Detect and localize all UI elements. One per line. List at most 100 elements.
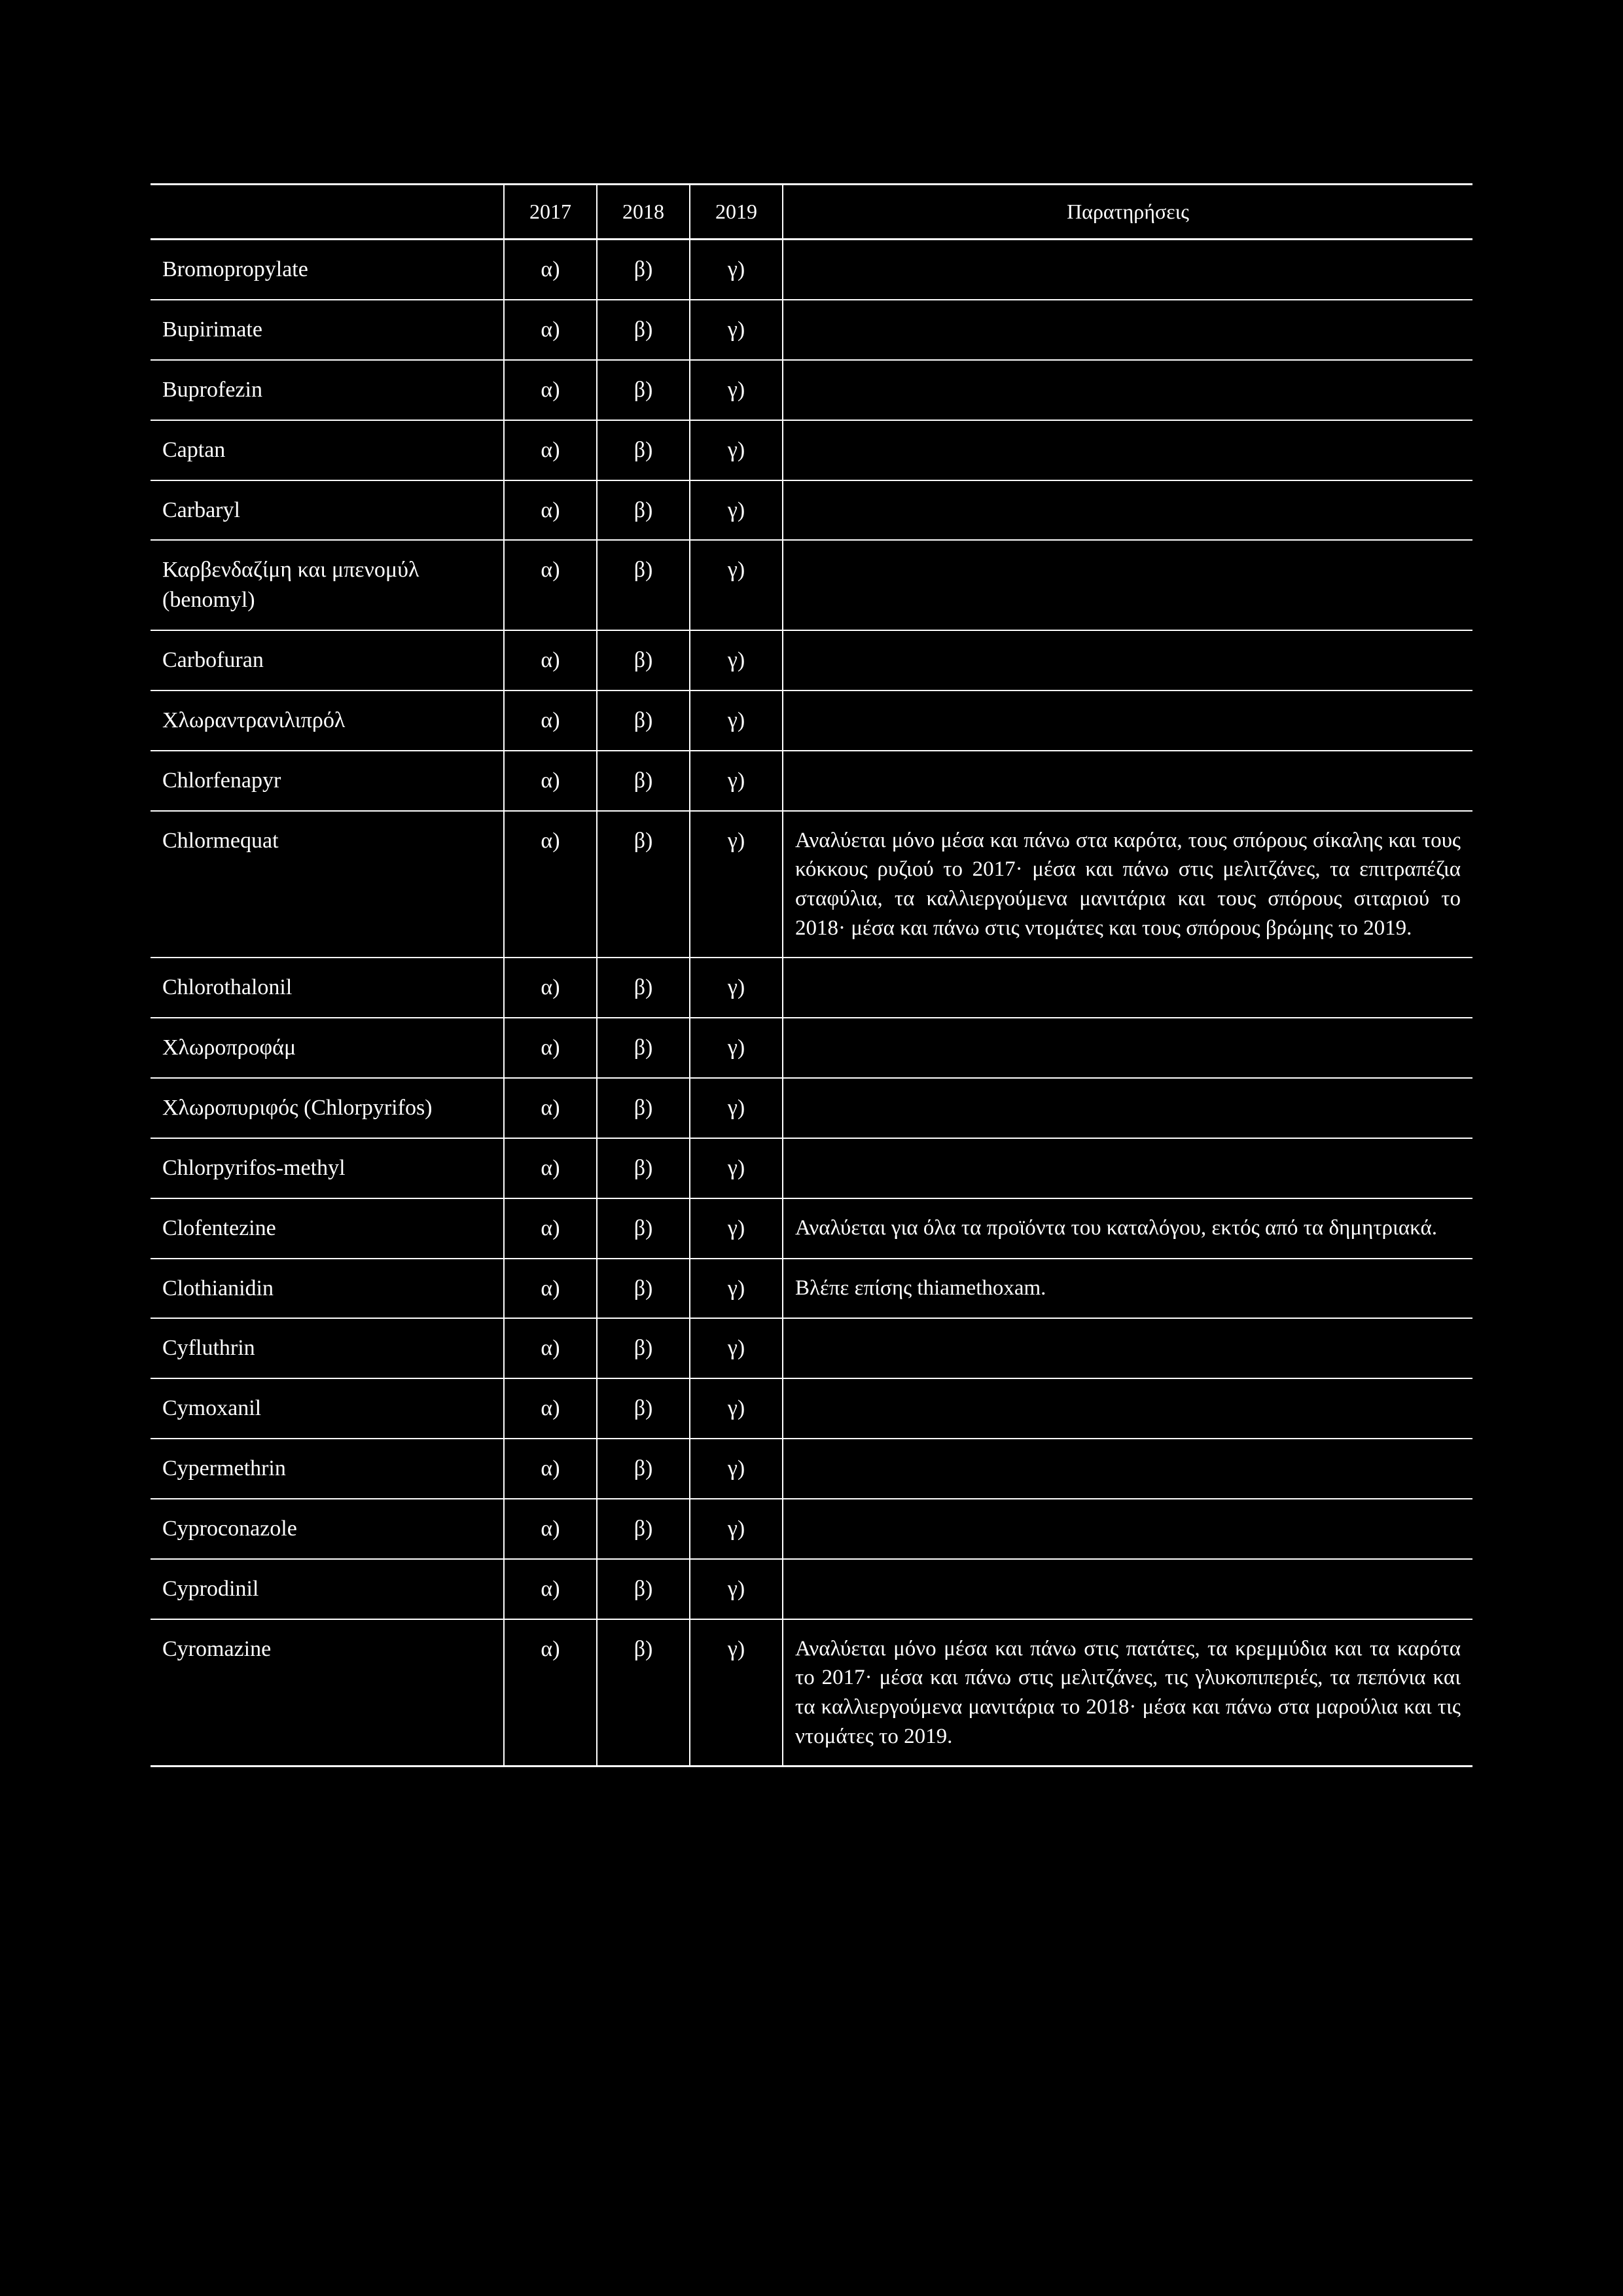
cell-y2017: α) xyxy=(504,1378,597,1439)
cell-y2019: γ) xyxy=(690,691,783,751)
table-row: Chlormequatα)β)γ)Αναλύεται μόνο μέσα και… xyxy=(151,811,1472,958)
table-row: Καρβενδαζίμη και μπενομύλ (benomyl)α)β)γ… xyxy=(151,540,1472,630)
cell-y2017: α) xyxy=(504,751,597,811)
cell-y2018: β) xyxy=(597,751,690,811)
cell-y2017: α) xyxy=(504,1138,597,1198)
cell-y2017: α) xyxy=(504,630,597,691)
table-row: Clothianidinα)β)γ)Βλέπε επίσης thiametho… xyxy=(151,1259,1472,1319)
table-row: Cyprodinilα)β)γ) xyxy=(151,1559,1472,1619)
table-row: Cyproconazoleα)β)γ) xyxy=(151,1499,1472,1559)
cell-y2017: α) xyxy=(504,1018,597,1078)
table-row: Cyfluthrinα)β)γ) xyxy=(151,1318,1472,1378)
cell-y2018: β) xyxy=(597,1198,690,1259)
cell-y2017: α) xyxy=(504,420,597,480)
cell-y2018: β) xyxy=(597,1559,690,1619)
cell-y2019: γ) xyxy=(690,1499,783,1559)
table-row: Χλωροπυριφός (Chlorpyrifos)α)β)γ) xyxy=(151,1078,1472,1138)
table-row: Cyromazineα)β)γ)Αναλύεται μόνο μέσα και … xyxy=(151,1619,1472,1767)
cell-y2017: α) xyxy=(504,691,597,751)
cell-name: Χλωραντρανιλιπρόλ xyxy=(151,691,504,751)
cell-name: Clofentezine xyxy=(151,1198,504,1259)
table-row: Χλωραντρανιλιπρόλα)β)γ) xyxy=(151,691,1472,751)
cell-notes xyxy=(783,240,1472,300)
cell-y2019: γ) xyxy=(690,1439,783,1499)
cell-y2018: β) xyxy=(597,240,690,300)
cell-name: Cyprodinil xyxy=(151,1559,504,1619)
cell-y2019: γ) xyxy=(690,1259,783,1319)
cell-y2017: α) xyxy=(504,300,597,360)
cell-y2017: α) xyxy=(504,540,597,630)
cell-y2018: β) xyxy=(597,1018,690,1078)
cell-notes xyxy=(783,480,1472,541)
cell-name: Bupirimate xyxy=(151,300,504,360)
col-head-2017: 2017 xyxy=(504,185,597,240)
cell-notes xyxy=(783,1439,1472,1499)
cell-y2018: β) xyxy=(597,420,690,480)
table-row: Cymoxanilα)β)γ) xyxy=(151,1378,1472,1439)
cell-y2019: γ) xyxy=(690,480,783,541)
table-row: Buprofezinα)β)γ) xyxy=(151,360,1472,420)
cell-y2018: β) xyxy=(597,480,690,541)
col-head-name xyxy=(151,185,504,240)
cell-y2018: β) xyxy=(597,691,690,751)
cell-y2018: β) xyxy=(597,1499,690,1559)
table-row: Carbarylα)β)γ) xyxy=(151,480,1472,541)
cell-notes: Βλέπε επίσης thiamethoxam. xyxy=(783,1259,1472,1319)
table-body: Bromopropylateα)β)γ)Bupirimateα)β)γ)Bupr… xyxy=(151,240,1472,1767)
cell-name: Carbofuran xyxy=(151,630,504,691)
cell-name: Carbaryl xyxy=(151,480,504,541)
cell-y2019: γ) xyxy=(690,1018,783,1078)
cell-y2019: γ) xyxy=(690,811,783,958)
cell-name: Χλωροπροφάμ xyxy=(151,1018,504,1078)
cell-y2019: γ) xyxy=(690,300,783,360)
cell-y2019: γ) xyxy=(690,751,783,811)
cell-notes xyxy=(783,540,1472,630)
cell-name: Cymoxanil xyxy=(151,1378,504,1439)
cell-notes xyxy=(783,1138,1472,1198)
cell-name: Cyromazine xyxy=(151,1619,504,1767)
col-head-2018: 2018 xyxy=(597,185,690,240)
cell-y2019: γ) xyxy=(690,420,783,480)
page-container: 2017 2018 2019 Παρατηρήσεις Bromopropyla… xyxy=(0,0,1623,1767)
table-row: Chlorfenapyrα)β)γ) xyxy=(151,751,1472,811)
cell-y2019: γ) xyxy=(690,1378,783,1439)
table-row: Chlorpyrifos-methylα)β)γ) xyxy=(151,1138,1472,1198)
cell-y2018: β) xyxy=(597,1259,690,1319)
cell-notes xyxy=(783,300,1472,360)
table-row: Bupirimateα)β)γ) xyxy=(151,300,1472,360)
cell-y2017: α) xyxy=(504,1439,597,1499)
cell-notes xyxy=(783,1378,1472,1439)
cell-y2018: β) xyxy=(597,811,690,958)
cell-y2018: β) xyxy=(597,1378,690,1439)
cell-y2017: α) xyxy=(504,1619,597,1767)
cell-y2018: β) xyxy=(597,360,690,420)
cell-y2017: α) xyxy=(504,240,597,300)
pesticide-table: 2017 2018 2019 Παρατηρήσεις Bromopropyla… xyxy=(151,183,1472,1767)
cell-notes xyxy=(783,1318,1472,1378)
cell-name: Χλωροπυριφός (Chlorpyrifos) xyxy=(151,1078,504,1138)
cell-name: Καρβενδαζίμη και μπενομύλ (benomyl) xyxy=(151,540,504,630)
cell-y2017: α) xyxy=(504,1318,597,1378)
col-head-notes: Παρατηρήσεις xyxy=(783,185,1472,240)
cell-y2019: γ) xyxy=(690,240,783,300)
cell-notes xyxy=(783,751,1472,811)
cell-y2018: β) xyxy=(597,1318,690,1378)
cell-notes: Αναλύεται μόνο μέσα και πάνω στις πατάτε… xyxy=(783,1619,1472,1767)
cell-y2018: β) xyxy=(597,1078,690,1138)
cell-notes xyxy=(783,420,1472,480)
table-header: 2017 2018 2019 Παρατηρήσεις xyxy=(151,185,1472,240)
cell-notes xyxy=(783,360,1472,420)
cell-notes xyxy=(783,630,1472,691)
table-row: Captanα)β)γ) xyxy=(151,420,1472,480)
cell-y2018: β) xyxy=(597,1138,690,1198)
cell-name: Chlormequat xyxy=(151,811,504,958)
cell-notes: Αναλύεται για όλα τα προϊόντα του καταλό… xyxy=(783,1198,1472,1259)
table-row: Clofentezineα)β)γ)Αναλύεται για όλα τα π… xyxy=(151,1198,1472,1259)
cell-notes xyxy=(783,958,1472,1018)
cell-y2017: α) xyxy=(504,360,597,420)
cell-name: Bromopropylate xyxy=(151,240,504,300)
cell-name: Cyproconazole xyxy=(151,1499,504,1559)
cell-y2017: α) xyxy=(504,1198,597,1259)
cell-y2018: β) xyxy=(597,300,690,360)
cell-y2018: β) xyxy=(597,1619,690,1767)
